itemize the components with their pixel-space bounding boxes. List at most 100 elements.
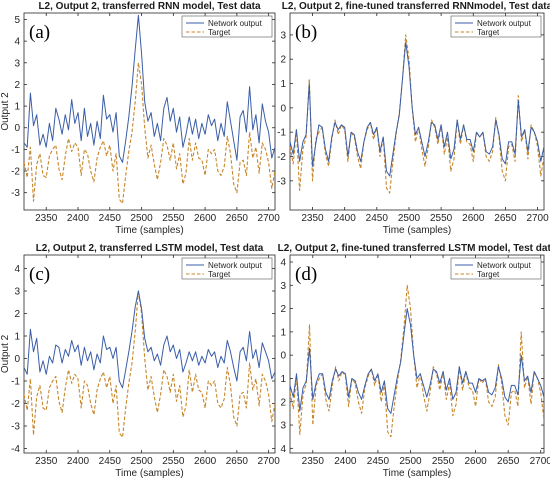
y-tick-label: 2 — [280, 397, 286, 408]
x-tick-label: 2400 — [334, 456, 357, 467]
y-tick-label: 4 — [280, 257, 286, 268]
plot-area — [23, 12, 276, 211]
y-tick-label: -3 — [11, 188, 20, 199]
x-tick-label: 2350 — [302, 456, 325, 467]
panel-letter: (d) — [295, 264, 317, 285]
y-tick-label: -2 — [11, 399, 20, 410]
chart-panel-2: L2, Output 2, fine-tuned transferred RNN… — [277, 1, 550, 236]
legend-label-network: Network output — [208, 261, 263, 270]
y-axis-label: Output 2 — [0, 334, 11, 373]
panel-letter: (a) — [29, 22, 50, 43]
y-tick-label: -4 — [11, 444, 20, 455]
x-axis-label: Time (samples) — [383, 225, 452, 236]
legend-box — [181, 15, 273, 38]
network-output-series-line — [290, 41, 544, 177]
x-axis-label: Time (samples) — [115, 225, 184, 236]
y-tick-label: -1 — [11, 377, 20, 388]
x-tick-label: 2400 — [334, 213, 357, 224]
panel-letter: (c) — [29, 264, 50, 285]
y-tick-label: -2 — [11, 167, 20, 178]
chart-panel-3: L2, Output 2, transferred LSTM model, Te… — [0, 243, 280, 479]
y-tick-label: 4 — [14, 264, 20, 275]
x-tick-label: 2650 — [226, 456, 249, 467]
x-tick-label: 2500 — [399, 456, 422, 467]
legend-label-target: Target — [208, 28, 231, 37]
y-tick-label: -3 — [11, 422, 20, 433]
legend-label-target: Target — [477, 270, 500, 279]
x-tick-label: 2550 — [430, 213, 453, 224]
x-tick-label: 2650 — [494, 213, 517, 224]
y-tick-label: -1 — [277, 128, 286, 139]
y-tick-label: 3 — [14, 58, 20, 69]
y-tick-label: 1 — [280, 327, 286, 338]
x-tick-label: 2350 — [301, 213, 324, 224]
network-output-series-line — [24, 14, 275, 163]
panel-title: L2, Output 2, fine-tuned transferred LST… — [278, 243, 550, 254]
x-axis-label: Time (samples) — [115, 468, 184, 479]
y-tick-label: -3 — [277, 176, 286, 187]
x-tick-label: 2550 — [162, 456, 185, 467]
y-tick-label: 1 — [280, 79, 286, 90]
x-tick-label: 2450 — [366, 213, 389, 224]
x-tick-label: 2600 — [462, 213, 485, 224]
y-axis-label: Output 2 — [0, 92, 11, 131]
x-tick-label: 2550 — [432, 456, 455, 467]
plot-area — [23, 254, 276, 454]
panel-title: L2, Output 2, transferred LSTM model, Te… — [36, 243, 264, 254]
x-tick-label: 2700 — [258, 213, 281, 224]
plot-area — [289, 12, 545, 211]
x-tick-label: 2650 — [226, 213, 249, 224]
legend-label-network: Network output — [477, 19, 532, 28]
network-output-series-line — [24, 290, 275, 389]
x-tick-label: 2500 — [398, 213, 421, 224]
x-axis-label: Time (samples) — [383, 468, 452, 479]
legend-box — [450, 257, 542, 280]
y-tick-label: 4 — [280, 444, 286, 455]
x-tick-label: 2500 — [130, 456, 153, 467]
panel-title: L2, Output 2, transferred RNN model, Tes… — [38, 1, 261, 12]
x-tick-label: 2450 — [367, 456, 390, 467]
legend-label-network: Network output — [477, 261, 532, 270]
x-tick-label: 2700 — [526, 213, 549, 224]
y-tick-label: 2 — [14, 80, 20, 91]
y-tick-label: 0 — [14, 123, 20, 134]
legend-label-target: Target — [208, 270, 231, 279]
plot-area — [289, 254, 545, 454]
x-tick-label: 2600 — [194, 456, 217, 467]
x-tick-label: 2400 — [67, 456, 90, 467]
x-tick-label: 2650 — [497, 456, 520, 467]
y-tick-label: 0 — [14, 354, 20, 365]
y-tick-label: 2 — [280, 304, 286, 315]
x-tick-label: 2550 — [162, 213, 185, 224]
chart-panel-4: L2, Output 2, fine-tuned transferred LST… — [278, 243, 550, 479]
x-tick-label: 2450 — [99, 213, 122, 224]
y-tick-label: 0 — [280, 103, 286, 114]
legend-label-network: Network output — [208, 19, 263, 28]
x-tick-label: 2350 — [35, 213, 58, 224]
x-tick-label: 2350 — [35, 456, 58, 467]
y-tick-label: -1 — [11, 145, 20, 156]
x-tick-label: 2450 — [99, 456, 122, 467]
x-tick-label: 2700 — [530, 456, 550, 467]
y-tick-label: 2 — [14, 309, 20, 320]
target-series-line — [24, 62, 275, 205]
x-tick-label: 2400 — [67, 213, 90, 224]
y-tick-label: -2 — [277, 152, 286, 163]
y-tick-label: 3 — [280, 421, 286, 432]
y-tick-label: 5 — [14, 15, 20, 26]
y-tick-label: 1 — [14, 102, 20, 113]
y-tick-label: 3 — [280, 281, 286, 292]
x-tick-label: 2500 — [130, 213, 153, 224]
legend-label-target: Target — [477, 28, 500, 37]
y-tick-label: 2 — [280, 55, 286, 66]
y-tick-label: 1 — [14, 332, 20, 343]
x-tick-label: 2600 — [464, 456, 487, 467]
legend-box — [181, 257, 273, 280]
network-output-series-line — [290, 308, 544, 414]
panel-letter: (b) — [295, 22, 317, 43]
y-tick-label: 0 — [280, 351, 286, 362]
panel-title: L2, Output 2, fine-tuned transferred RNN… — [282, 1, 550, 12]
y-tick-label: 1 — [280, 374, 286, 385]
y-tick-label: 3 — [280, 30, 286, 41]
